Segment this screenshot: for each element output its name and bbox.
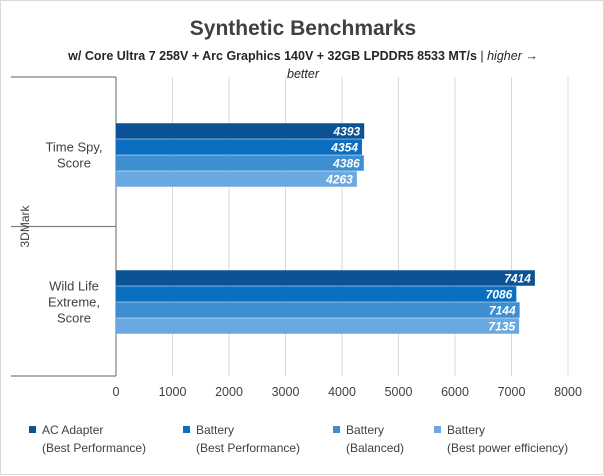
bar: [116, 123, 365, 139]
legend-swatch: [183, 426, 190, 433]
x-tick-label: 4000: [328, 385, 356, 399]
subtitle-separator: |: [476, 49, 488, 63]
data-label: 4263: [325, 173, 353, 187]
bar: [116, 302, 520, 318]
legend-swatch: [333, 426, 340, 433]
chart-legend: AC Adapter (Best Performance) Battery (Be…: [29, 421, 599, 461]
x-tick-label: 1000: [159, 385, 187, 399]
x-tick-label: 7000: [498, 385, 526, 399]
category-label: Score: [57, 156, 91, 171]
legend-item: AC Adapter (Best Performance): [29, 421, 146, 457]
legend-item: Battery (Best Performance): [183, 421, 300, 457]
x-tick-label: 3000: [272, 385, 300, 399]
bar: [116, 171, 357, 187]
bar: [116, 270, 535, 286]
x-tick-label: 0: [113, 385, 120, 399]
group-label: 3DMark: [18, 205, 32, 248]
legend-item: Battery (Best power efficiency): [434, 421, 568, 457]
category-label: Extreme,: [48, 295, 100, 310]
x-tick-label: 6000: [441, 385, 469, 399]
data-label: 4354: [330, 141, 358, 155]
chart-title: Synthetic Benchmarks: [189, 17, 417, 40]
legend-item: Battery (Balanced): [333, 421, 404, 457]
legend-label: Battery (Best Performance): [196, 423, 301, 455]
data-label: 7135: [488, 320, 515, 334]
legend-swatch: [434, 426, 441, 433]
data-label: 4393: [333, 125, 361, 139]
legend-label: Battery (Best power efficiency): [447, 423, 569, 455]
legend-swatch: [29, 426, 36, 433]
category-label: Score: [57, 311, 91, 326]
data-label: 7144: [489, 304, 516, 318]
subtitle-note: higher → better: [287, 49, 538, 81]
bar: [116, 318, 520, 334]
data-label: 4386: [332, 157, 360, 171]
legend-label: AC Adapter (Best Performance): [42, 423, 147, 455]
subtitle-hardware: w/ Core Ultra 7 258V + Arc Graphics 140V…: [68, 49, 477, 63]
x-tick-label: 5000: [385, 385, 413, 399]
bar: [116, 286, 517, 302]
data-label: 7086: [486, 288, 513, 302]
bar: [116, 139, 363, 155]
x-tick-label: 2000: [215, 385, 243, 399]
chart-subtitle: w/ Core Ultra 7 258V + Arc Graphics 140V…: [61, 47, 545, 83]
legend-label: Battery (Balanced): [346, 423, 405, 455]
bar: [116, 155, 364, 171]
category-label: Time Spy,: [45, 140, 102, 155]
x-tick-label: 8000: [554, 385, 582, 399]
category-label: Wild Life: [49, 279, 99, 294]
data-label: 7414: [504, 272, 531, 286]
